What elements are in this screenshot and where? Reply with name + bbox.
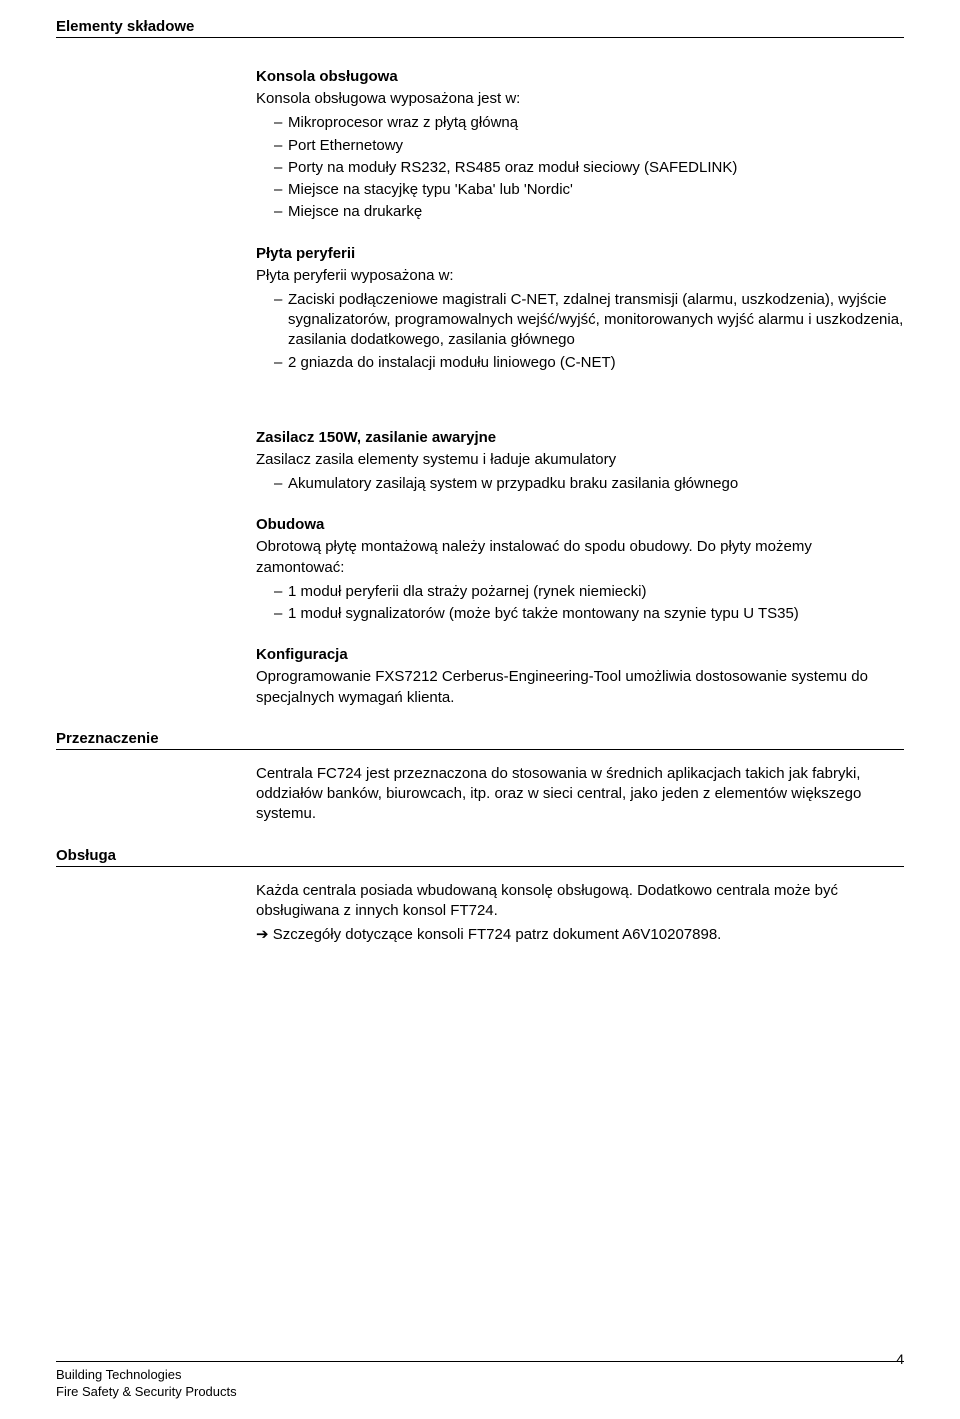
list-konsola: Mikroprocesor wraz z płytą główną Port E… xyxy=(256,113,904,222)
list-item: 2 gniazda do instalacji modułu liniowego… xyxy=(274,353,904,373)
intro-konsola: Konsola obsługowa wyposażona jest w: xyxy=(256,89,904,109)
body-obsluga-2: ➔ Szczegóły dotyczące konsoli FT724 patr… xyxy=(256,925,904,945)
list-item: 1 moduł peryferii dla straży pożarnej (r… xyxy=(274,582,904,602)
list-item: Port Ethernetowy xyxy=(274,136,904,156)
list-item: Akumulatory zasilają system w przypadku … xyxy=(274,474,904,494)
footer-divider xyxy=(56,1361,904,1362)
list-zasilacz: Akumulatory zasilają system w przypadku … xyxy=(256,474,904,494)
list-item: 1 moduł sygnalizatorów (może być także m… xyxy=(274,604,904,624)
footer: Building Technologies Fire Safety & Secu… xyxy=(56,1361,904,1401)
intro-obudowa: Obrotową płytę montażową należy instalow… xyxy=(256,537,904,578)
footer-line-2: Fire Safety & Security Products xyxy=(56,1383,237,1401)
list-item: Mikroprocesor wraz z płytą główną xyxy=(274,113,904,133)
divider xyxy=(56,866,904,867)
heading-zasilacz: Zasilacz 150W, zasilanie awaryjne xyxy=(256,429,904,446)
intro-zasilacz: Zasilacz zasila elementy systemu i ładuj… xyxy=(256,450,904,470)
divider xyxy=(56,37,904,38)
body-obsluga-1: Każda centrala posiada wbudowaną konsolę… xyxy=(256,881,904,922)
intro-plyta: Płyta peryferii wyposażona w: xyxy=(256,266,904,286)
heading-plyta: Płyta peryferii xyxy=(256,245,904,262)
section-title-elementy: Elementy składowe xyxy=(56,18,904,35)
list-item: Miejsce na drukarkę xyxy=(274,202,904,222)
heading-konfiguracja: Konfiguracja xyxy=(256,646,904,663)
body-konfiguracja: Oprogramowanie FXS7212 Cerberus-Engineer… xyxy=(256,667,904,708)
list-item: Zaciski podłączeniowe magistrali C-NET, … xyxy=(274,290,904,351)
section-title-obsluga: Obsługa xyxy=(56,847,904,864)
heading-konsola: Konsola obsługowa xyxy=(256,68,904,85)
list-item: Porty na moduły RS232, RS485 oraz moduł … xyxy=(274,158,904,178)
list-plyta: Zaciski podłączeniowe magistrali C-NET, … xyxy=(256,290,904,373)
body-przeznaczenie: Centrala FC724 jest przeznaczona do stos… xyxy=(256,764,904,825)
heading-obudowa: Obudowa xyxy=(256,516,904,533)
footer-line-1: Building Technologies xyxy=(56,1366,237,1384)
list-item: Miejsce na stacyjkę typu 'Kaba' lub 'Nor… xyxy=(274,180,904,200)
list-obudowa: 1 moduł peryferii dla straży pożarnej (r… xyxy=(256,582,904,625)
divider xyxy=(56,749,904,750)
section-title-przeznaczenie: Przeznaczenie xyxy=(56,730,904,747)
